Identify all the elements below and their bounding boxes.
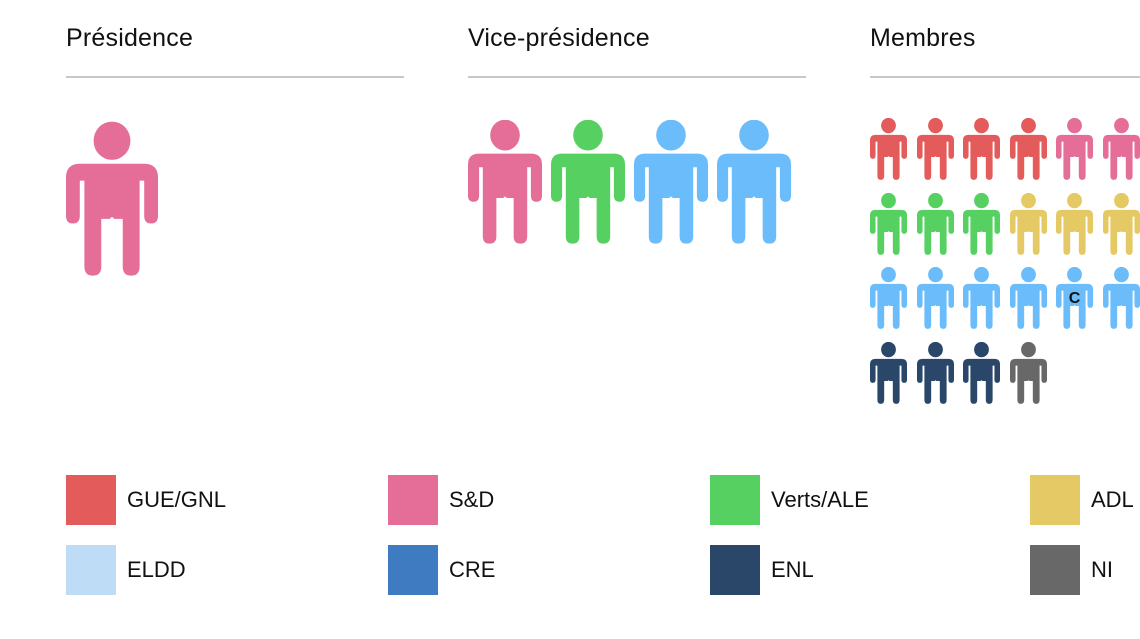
person-icon (1009, 118, 1047, 180)
section-membres: Membres C (870, 0, 1140, 420)
legend-swatch (66, 475, 116, 525)
legend-label: NI (1091, 557, 1113, 582)
person-icon (1102, 118, 1140, 180)
person-icon (717, 120, 791, 244)
person-icon (963, 192, 1000, 255)
person-icon (634, 120, 708, 244)
section-title: Présidence (66, 24, 194, 52)
person-icon (1009, 341, 1047, 404)
person-icon (870, 341, 907, 404)
legend-label: ADL (1091, 487, 1134, 512)
legend-swatch (388, 475, 438, 525)
legend-item: S&D (388, 475, 494, 525)
section-title: Membres (870, 24, 976, 52)
person-icon (1102, 267, 1140, 329)
divider (468, 76, 806, 78)
person-icon (963, 118, 1000, 180)
person-icon (468, 120, 542, 244)
legend-swatch (1030, 475, 1080, 525)
legend-item: CRE (388, 545, 495, 595)
legend-swatch (710, 475, 760, 525)
figure-group: C (870, 118, 1140, 408)
legend-item: ELDD (66, 545, 186, 595)
legend-swatch (710, 545, 760, 595)
person-icon (870, 192, 907, 255)
legend-label: CRE (449, 557, 496, 582)
legend-label: Verts/ALE (771, 487, 869, 512)
legend-label: S&D (449, 487, 495, 512)
legend-swatch (66, 545, 116, 595)
person-icon (916, 341, 954, 404)
person-icon (916, 118, 954, 180)
legend-item: ADL (1030, 475, 1134, 525)
person-icon (916, 192, 954, 255)
section-title: Vice-présidence (468, 24, 650, 52)
section-vice-presidence: Vice-présidence (468, 0, 808, 300)
person-icon (551, 120, 625, 244)
person-icon: C (1056, 267, 1093, 329)
person-icon (1009, 192, 1047, 255)
member-mark: C (1068, 289, 1081, 307)
person-icon (1056, 192, 1093, 255)
legend-swatch (388, 545, 438, 595)
legend-swatch (1030, 545, 1080, 595)
person-icon (66, 120, 158, 278)
legend-label: ELDD (127, 557, 186, 582)
divider (870, 76, 1140, 78)
person-icon (963, 341, 1000, 404)
person-icon (1102, 192, 1140, 255)
legend-label: GUE/GNL (127, 487, 227, 512)
section-presidence: Présidence (66, 0, 406, 300)
figure-group (468, 120, 808, 250)
person-icon (1056, 118, 1093, 180)
divider (66, 76, 404, 78)
legend-label: ENL (771, 557, 814, 582)
legend-item: Verts/ALE (710, 475, 869, 525)
person-icon (870, 267, 907, 329)
person-icon (1009, 267, 1047, 329)
legend-item: GUE/GNL (66, 475, 226, 525)
person-icon (870, 118, 907, 180)
legend-item: ENL (710, 545, 814, 595)
legend-item: NI (1030, 545, 1113, 595)
person-icon (963, 267, 1000, 329)
figure-group (66, 120, 166, 280)
person-icon (916, 267, 954, 329)
